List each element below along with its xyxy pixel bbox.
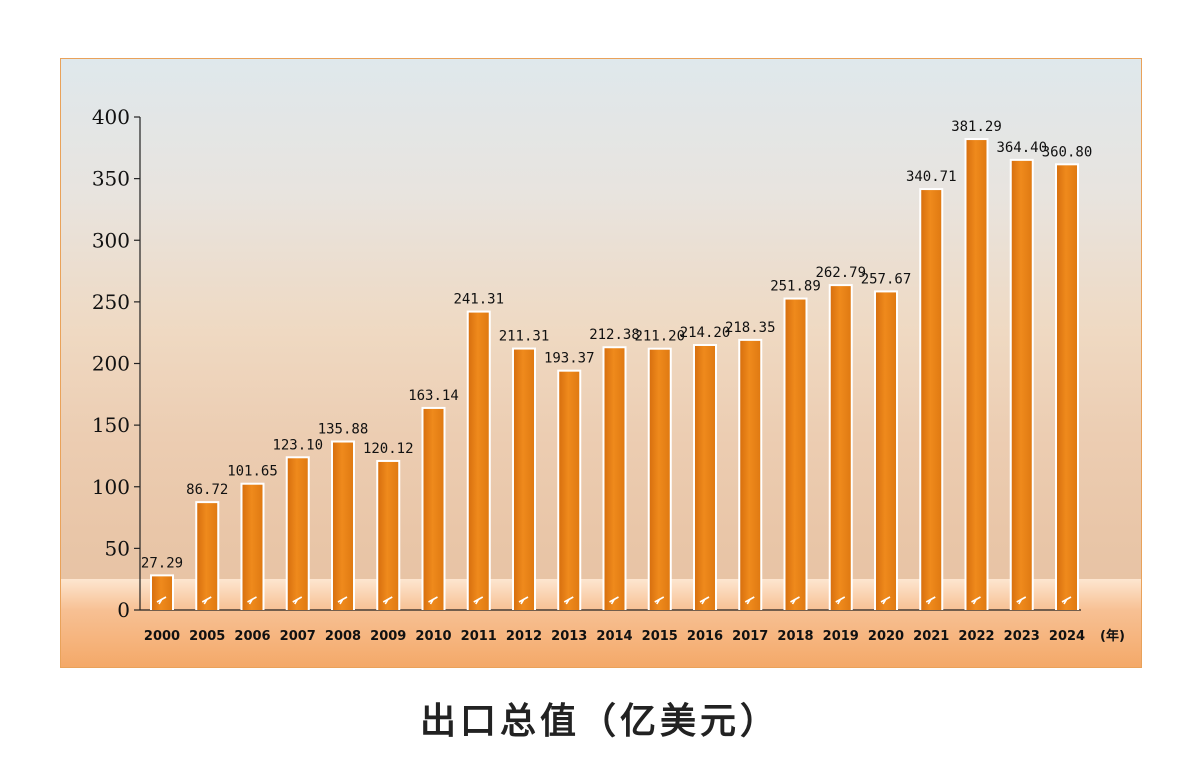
data-label: 123.10 — [272, 437, 323, 453]
y-tick-label: 0 — [117, 598, 130, 622]
y-tick-label: 300 — [92, 228, 130, 252]
bar-base-mark — [337, 596, 348, 605]
x-tick-label: 2023 — [1004, 629, 1040, 644]
data-label: 364.40 — [996, 140, 1047, 156]
bar-chart: 0 50 100 150 200 250 300 350 400 27.29 2000 86.72 20… — [61, 105, 1141, 667]
x-tick-label: 2021 — [913, 629, 949, 644]
bar — [695, 345, 715, 610]
bar-base-mark — [790, 596, 800, 605]
bar-base-mark — [699, 596, 710, 605]
y-tick-label: 200 — [92, 352, 130, 376]
data-label: 257.67 — [861, 271, 912, 287]
data-label: 86.72 — [186, 482, 228, 498]
data-label: 163.14 — [408, 388, 459, 404]
data-label: 193.37 — [544, 351, 595, 367]
bar — [468, 312, 489, 610]
bar-base-mark — [971, 596, 981, 605]
x-tick-label: 2015 — [642, 629, 678, 644]
chart-panel: 0 50 100 150 200 250 300 350 400 27.29 2000 86.72 20… — [60, 58, 1142, 668]
bar — [966, 140, 987, 611]
bar-base-mark — [428, 596, 438, 605]
bar-base-mark — [835, 596, 846, 605]
x-tick-label: 2014 — [596, 629, 632, 644]
bar — [423, 408, 444, 610]
bar — [242, 484, 263, 610]
bar-base-mark — [473, 596, 484, 605]
y-tick-label: 400 — [92, 105, 130, 129]
data-label: 241.31 — [453, 292, 504, 308]
bar-base-mark — [156, 596, 167, 605]
bar-base-mark — [1061, 596, 1072, 605]
data-label: 120.12 — [363, 441, 414, 457]
data-label: 262.79 — [815, 265, 866, 281]
x-tick-label: 2013 — [551, 629, 587, 644]
bar-base-mark — [201, 596, 212, 605]
bar-base-mark — [925, 596, 936, 605]
y-tick-label: 100 — [92, 475, 130, 499]
bar-base-mark — [247, 596, 257, 605]
bar — [197, 503, 218, 610]
bar — [649, 349, 670, 610]
bar — [378, 461, 399, 610]
x-tick-label: 2018 — [777, 629, 813, 644]
data-label: 212.38 — [589, 327, 640, 343]
bar — [333, 442, 353, 610]
x-tick-label: 2011 — [461, 629, 497, 644]
data-label: 27.29 — [141, 555, 183, 571]
bar-base-mark — [1016, 596, 1027, 605]
bar — [152, 576, 172, 610]
data-label: 340.71 — [906, 169, 957, 185]
data-label: 101.65 — [227, 464, 278, 480]
bar — [1011, 160, 1032, 610]
data-label: 135.88 — [318, 422, 369, 438]
x-tick-label: 2009 — [370, 629, 406, 644]
x-tick-label: 2006 — [234, 629, 270, 644]
bar — [604, 348, 625, 610]
x-tick-label: 2005 — [189, 629, 225, 644]
bar-base-mark — [382, 596, 393, 605]
bar-base-mark — [563, 596, 574, 605]
x-tick-label: 2008 — [325, 629, 361, 644]
bar — [830, 286, 851, 610]
x-tick-label: 2024 — [1049, 629, 1085, 644]
data-label: 218.35 — [725, 320, 776, 336]
chart-title: 出口总值（亿美元） — [419, 701, 780, 742]
x-tick-label: 2022 — [958, 629, 994, 644]
data-label: 214.20 — [680, 325, 731, 341]
data-label: 360.80 — [1042, 144, 1093, 160]
y-tick-label: 150 — [92, 413, 130, 437]
y-tick-label: 50 — [105, 536, 130, 560]
bar — [559, 371, 580, 610]
y-tick-label: 350 — [92, 167, 130, 191]
bar — [921, 190, 942, 610]
bar-base-mark — [880, 596, 891, 605]
x-tick-label: 2000 — [144, 629, 180, 644]
bar — [514, 349, 534, 610]
x-tick-label: 2020 — [868, 629, 904, 644]
x-tick-label: 2019 — [823, 629, 859, 644]
x-tick-label: 2010 — [415, 629, 451, 644]
y-tick-label: 250 — [92, 290, 130, 314]
bar-base-mark — [518, 596, 529, 605]
x-tick-label: 2012 — [506, 629, 542, 644]
data-label: 381.29 — [951, 119, 1002, 135]
bar — [287, 458, 308, 610]
data-label: 211.20 — [634, 329, 685, 345]
x-tick-label: 2016 — [687, 629, 723, 644]
bar-base-mark — [292, 596, 303, 605]
bar — [740, 340, 761, 610]
x-unit-label: (年) — [1100, 628, 1125, 644]
x-tick-label: 2007 — [280, 629, 316, 644]
bar-base-mark — [744, 596, 755, 605]
bar — [876, 292, 896, 610]
bar-base-mark — [609, 596, 619, 605]
data-label: 211.31 — [499, 329, 550, 345]
x-tick-label: 2017 — [732, 629, 768, 644]
data-label: 251.89 — [770, 279, 821, 295]
bar — [1057, 165, 1077, 610]
bar — [785, 299, 806, 610]
bar-base-mark — [654, 596, 665, 605]
